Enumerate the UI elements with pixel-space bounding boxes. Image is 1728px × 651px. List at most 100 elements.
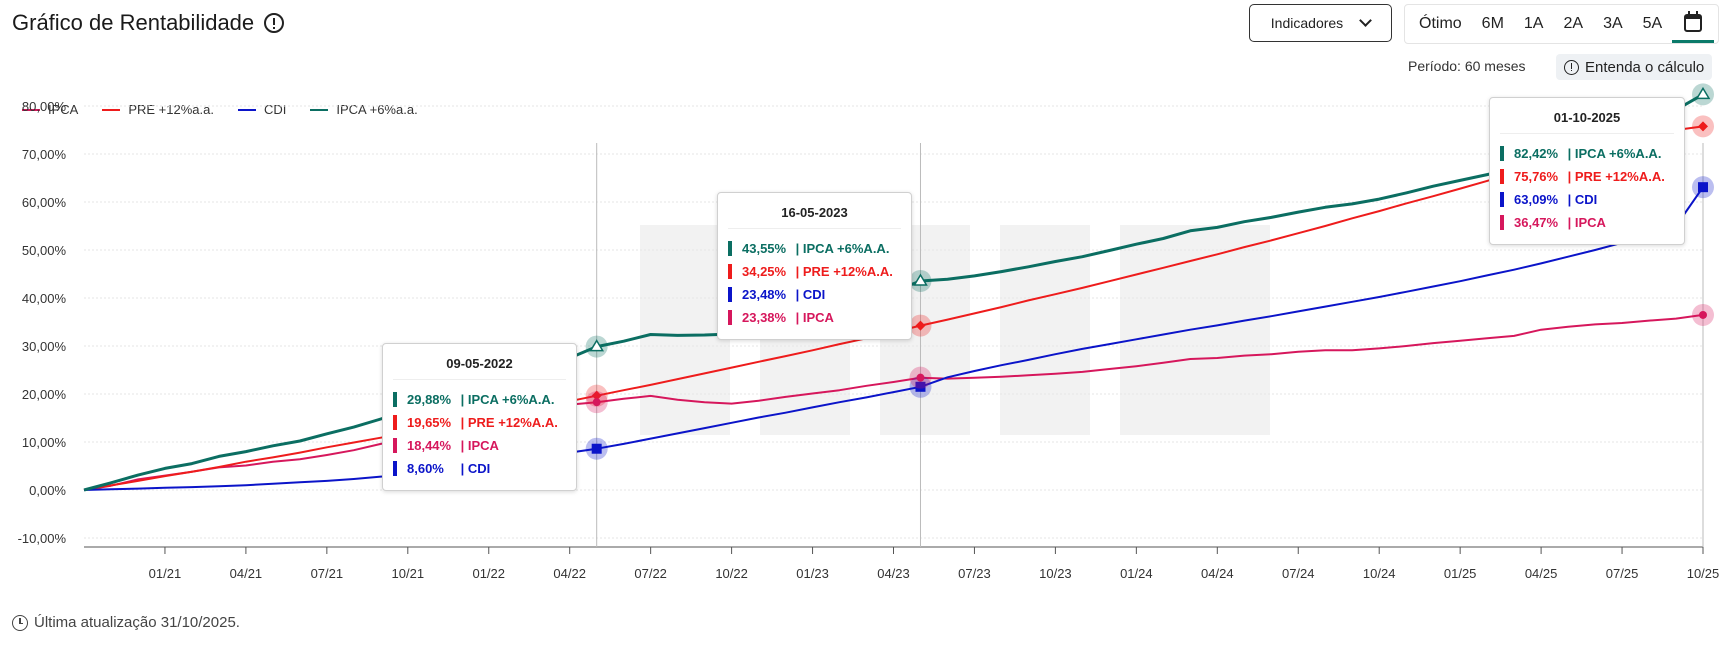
tooltip-bar <box>1500 192 1504 207</box>
tooltip-padding <box>1490 234 1684 244</box>
tooltip-label: | IPCA <box>457 438 499 453</box>
tooltip-row-ipca6: 43,55% | IPCA +6%A.A. <box>718 237 911 260</box>
legend-item-ipca[interactable]: IPCA <box>22 102 78 117</box>
x-tick-label: 07/24 <box>1282 566 1315 581</box>
x-tick-label: 10/22 <box>715 566 748 581</box>
tooltip-row-ipca6: 29,88% | IPCA +6%A.A. <box>383 388 576 411</box>
tooltip-value: 63,09% <box>1514 192 1559 207</box>
range-2a[interactable]: 2A <box>1563 15 1584 32</box>
tooltip-padding <box>718 329 911 339</box>
entenda-label: Entenda o cálculo <box>1585 58 1705 76</box>
x-tick-label: 10/25 <box>1687 566 1720 581</box>
tooltip-date: 16-05-2023 <box>728 193 901 229</box>
entenda-calculo-button[interactable]: Entenda o cálculo <box>1556 54 1713 80</box>
tooltip-bar <box>728 264 732 279</box>
y-tick-label: 80,00% <box>22 99 67 114</box>
legend-swatch <box>22 108 40 111</box>
last-update-text: Última atualização 31/10/2025. <box>34 614 240 631</box>
marker-pre <box>1698 121 1708 132</box>
marker-ipca6 <box>1695 86 1711 100</box>
info-icon <box>1564 59 1579 75</box>
x-tick-label: 04/21 <box>230 566 263 581</box>
clock-icon <box>12 614 28 631</box>
tooltip-label: | IPCA +6%A.A. <box>1564 146 1662 161</box>
tooltip-bar <box>393 392 397 407</box>
x-tick-label: 07/21 <box>311 566 344 581</box>
tooltip-bar <box>393 438 397 453</box>
x-tick-label: 01/23 <box>796 566 829 581</box>
calendar-button[interactable] <box>1672 5 1715 43</box>
tooltip-value: 8,60% <box>407 461 444 476</box>
tooltip-row-ipca: 18,44% | IPCA <box>383 434 576 457</box>
indicadores-dropdown[interactable]: Indicadores <box>1249 4 1392 42</box>
watermark <box>640 225 1270 435</box>
tooltip-bar <box>1500 146 1504 161</box>
tooltip-bar <box>1500 215 1504 230</box>
marker-ipca6 <box>589 339 605 352</box>
y-tick-label: -10,00% <box>18 531 67 546</box>
tooltip-label: | CDI <box>457 461 491 476</box>
range-otimo[interactable]: Ótimo <box>1419 15 1462 32</box>
tooltip-label: | PRE +12%A.A. <box>792 264 893 279</box>
tooltip-value: 82,42% <box>1514 146 1559 161</box>
legend-swatch <box>310 108 329 111</box>
marker-ipca <box>592 398 601 407</box>
x-tick-label: 07/25 <box>1606 566 1639 581</box>
tooltip-row-pre: 34,25% | PRE +12%A.A. <box>718 260 911 283</box>
tooltip-value: 19,65% <box>407 415 452 430</box>
tooltip-bar <box>1500 169 1504 184</box>
tooltip-value: 18,44% <box>407 438 452 453</box>
range-6m[interactable]: 6M <box>1481 15 1504 32</box>
tooltip-value: 43,55% <box>742 241 787 256</box>
y-tick-label: 40,00% <box>22 291 67 306</box>
calendar-icon <box>1684 10 1703 32</box>
tooltip-bar <box>393 415 397 430</box>
tooltip-value: 36,47% <box>1514 215 1559 230</box>
legend-swatch <box>237 108 256 111</box>
x-tick-label: 04/23 <box>877 566 910 581</box>
marker-pre <box>915 320 926 331</box>
x-tick-label: 01/22 <box>472 566 505 581</box>
tooltip-value: 34,25% <box>742 264 787 279</box>
tooltip: 09-05-2022 29,88% | IPCA +6%A.A. 19,65% | … <box>382 343 577 491</box>
y-tick-label: 10,00% <box>22 435 67 450</box>
tooltip-value: 75,76% <box>1514 169 1559 184</box>
tooltip-bar <box>393 461 397 476</box>
legend-swatch <box>102 108 121 111</box>
legend-label: IPCA <box>48 102 79 117</box>
tooltip-row-ipca6: 82,42% | IPCA +6%A.A. <box>1490 142 1684 165</box>
marker-cdi <box>591 443 602 454</box>
watermark-shape <box>1120 225 1270 435</box>
x-tick-label: 07/22 <box>634 566 667 581</box>
marker-cdi <box>915 381 926 392</box>
tooltip-row-pre: 19,65% | PRE +12%A.A. <box>383 411 576 434</box>
series-line-ipca <box>83 313 1704 491</box>
y-tick-label: 30,00% <box>22 339 67 354</box>
tooltip-row-cdi: 63,09% | CDI <box>1490 188 1684 211</box>
x-tick-label: 10/21 <box>392 566 425 581</box>
x-tick-label: 01/24 <box>1120 566 1153 581</box>
tooltip-row-ipca: 23,38% | IPCA <box>718 306 911 329</box>
tooltip-row-cdi: 8,60% | CDI <box>383 457 576 480</box>
range-5a[interactable]: 5A <box>1642 15 1663 32</box>
tooltip-padding <box>383 480 576 490</box>
tooltip-value: 29,88% <box>407 392 452 407</box>
tooltip-date: 09-05-2022 <box>393 344 566 380</box>
y-tick-label: 50,00% <box>22 243 67 258</box>
tooltip-label: | PRE +12%A.A. <box>1564 169 1665 184</box>
y-tick-label: 20,00% <box>22 387 67 402</box>
range-1a[interactable]: 1A <box>1523 15 1544 32</box>
tooltip-value: 23,38% <box>742 310 787 325</box>
tooltip-label: | PRE +12%A.A. <box>457 415 558 430</box>
last-update: Última atualização 31/10/2025. <box>12 614 240 631</box>
tooltip-bar <box>728 310 732 325</box>
watermark-shape <box>1000 225 1090 435</box>
tooltip: 16-05-2023 43,55% | IPCA +6%A.A. 34,25% | … <box>717 192 912 340</box>
tooltip-date: 01-10-2025 <box>1500 98 1674 134</box>
range-3a[interactable]: 3A <box>1603 15 1623 32</box>
tooltip-bar <box>728 287 732 302</box>
tooltip-label: | CDI <box>792 287 826 302</box>
marker-ipca6 <box>913 273 928 286</box>
x-tick-label: 10/23 <box>1039 566 1072 581</box>
info-icon[interactable] <box>264 13 285 33</box>
